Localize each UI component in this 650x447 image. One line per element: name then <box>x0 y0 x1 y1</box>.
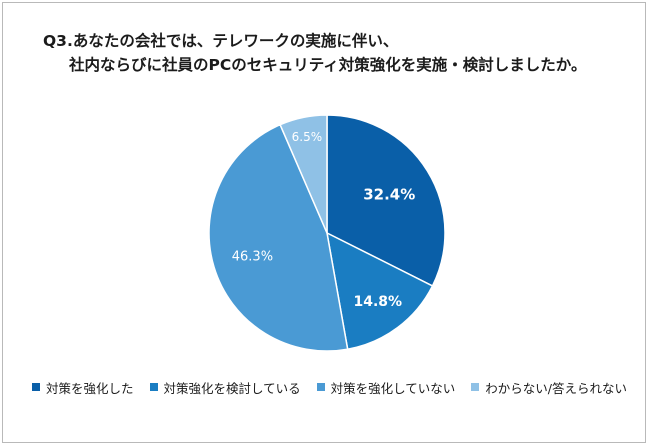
pie-slice-label-2: 14.8% <box>354 294 403 310</box>
chart-legend: 対策を強化した 対策強化を検討している 対策を強化していない わからない/答えられない <box>32 377 632 397</box>
pie-slice-4 <box>279 114 328 234</box>
pie-slice-2 <box>325 231 434 351</box>
legend-swatch-2 <box>149 383 158 391</box>
legend-label-1: 対策を強化した <box>46 380 134 396</box>
chart-title-line-1: Q3.あなたの会社では、テレワークの実施に伴い、 <box>43 32 399 50</box>
legend-label-4: わからない/答えられない <box>485 380 628 396</box>
legend-label-2: 対策強化を検討している <box>163 380 301 396</box>
chart-title-line-2: 社内ならびに社員のPCのセキュリティ対策強化を実施・検討しましたか。 <box>69 56 587 74</box>
legend-item-2: 対策強化を検討している <box>149 378 301 397</box>
legend-swatch-3 <box>316 383 325 391</box>
legend-item-4: わからない/答えられない <box>471 378 627 397</box>
pie-slice-label-3: 46.3% <box>232 249 273 264</box>
legend-label-3: 対策を強化していない <box>330 380 456 396</box>
legend-item-1: 対策を強化した <box>32 378 134 397</box>
legend-swatch-4 <box>471 383 480 391</box>
pie-slice-label-4: 6.5% <box>292 130 323 144</box>
pie-slice-1 <box>326 114 446 287</box>
legend-swatch-1 <box>32 383 40 391</box>
legend-item-3: 対策を強化していない <box>316 378 456 397</box>
pie-slice-3 <box>208 123 349 352</box>
pie-slice-label-1: 32.4% <box>363 186 415 204</box>
